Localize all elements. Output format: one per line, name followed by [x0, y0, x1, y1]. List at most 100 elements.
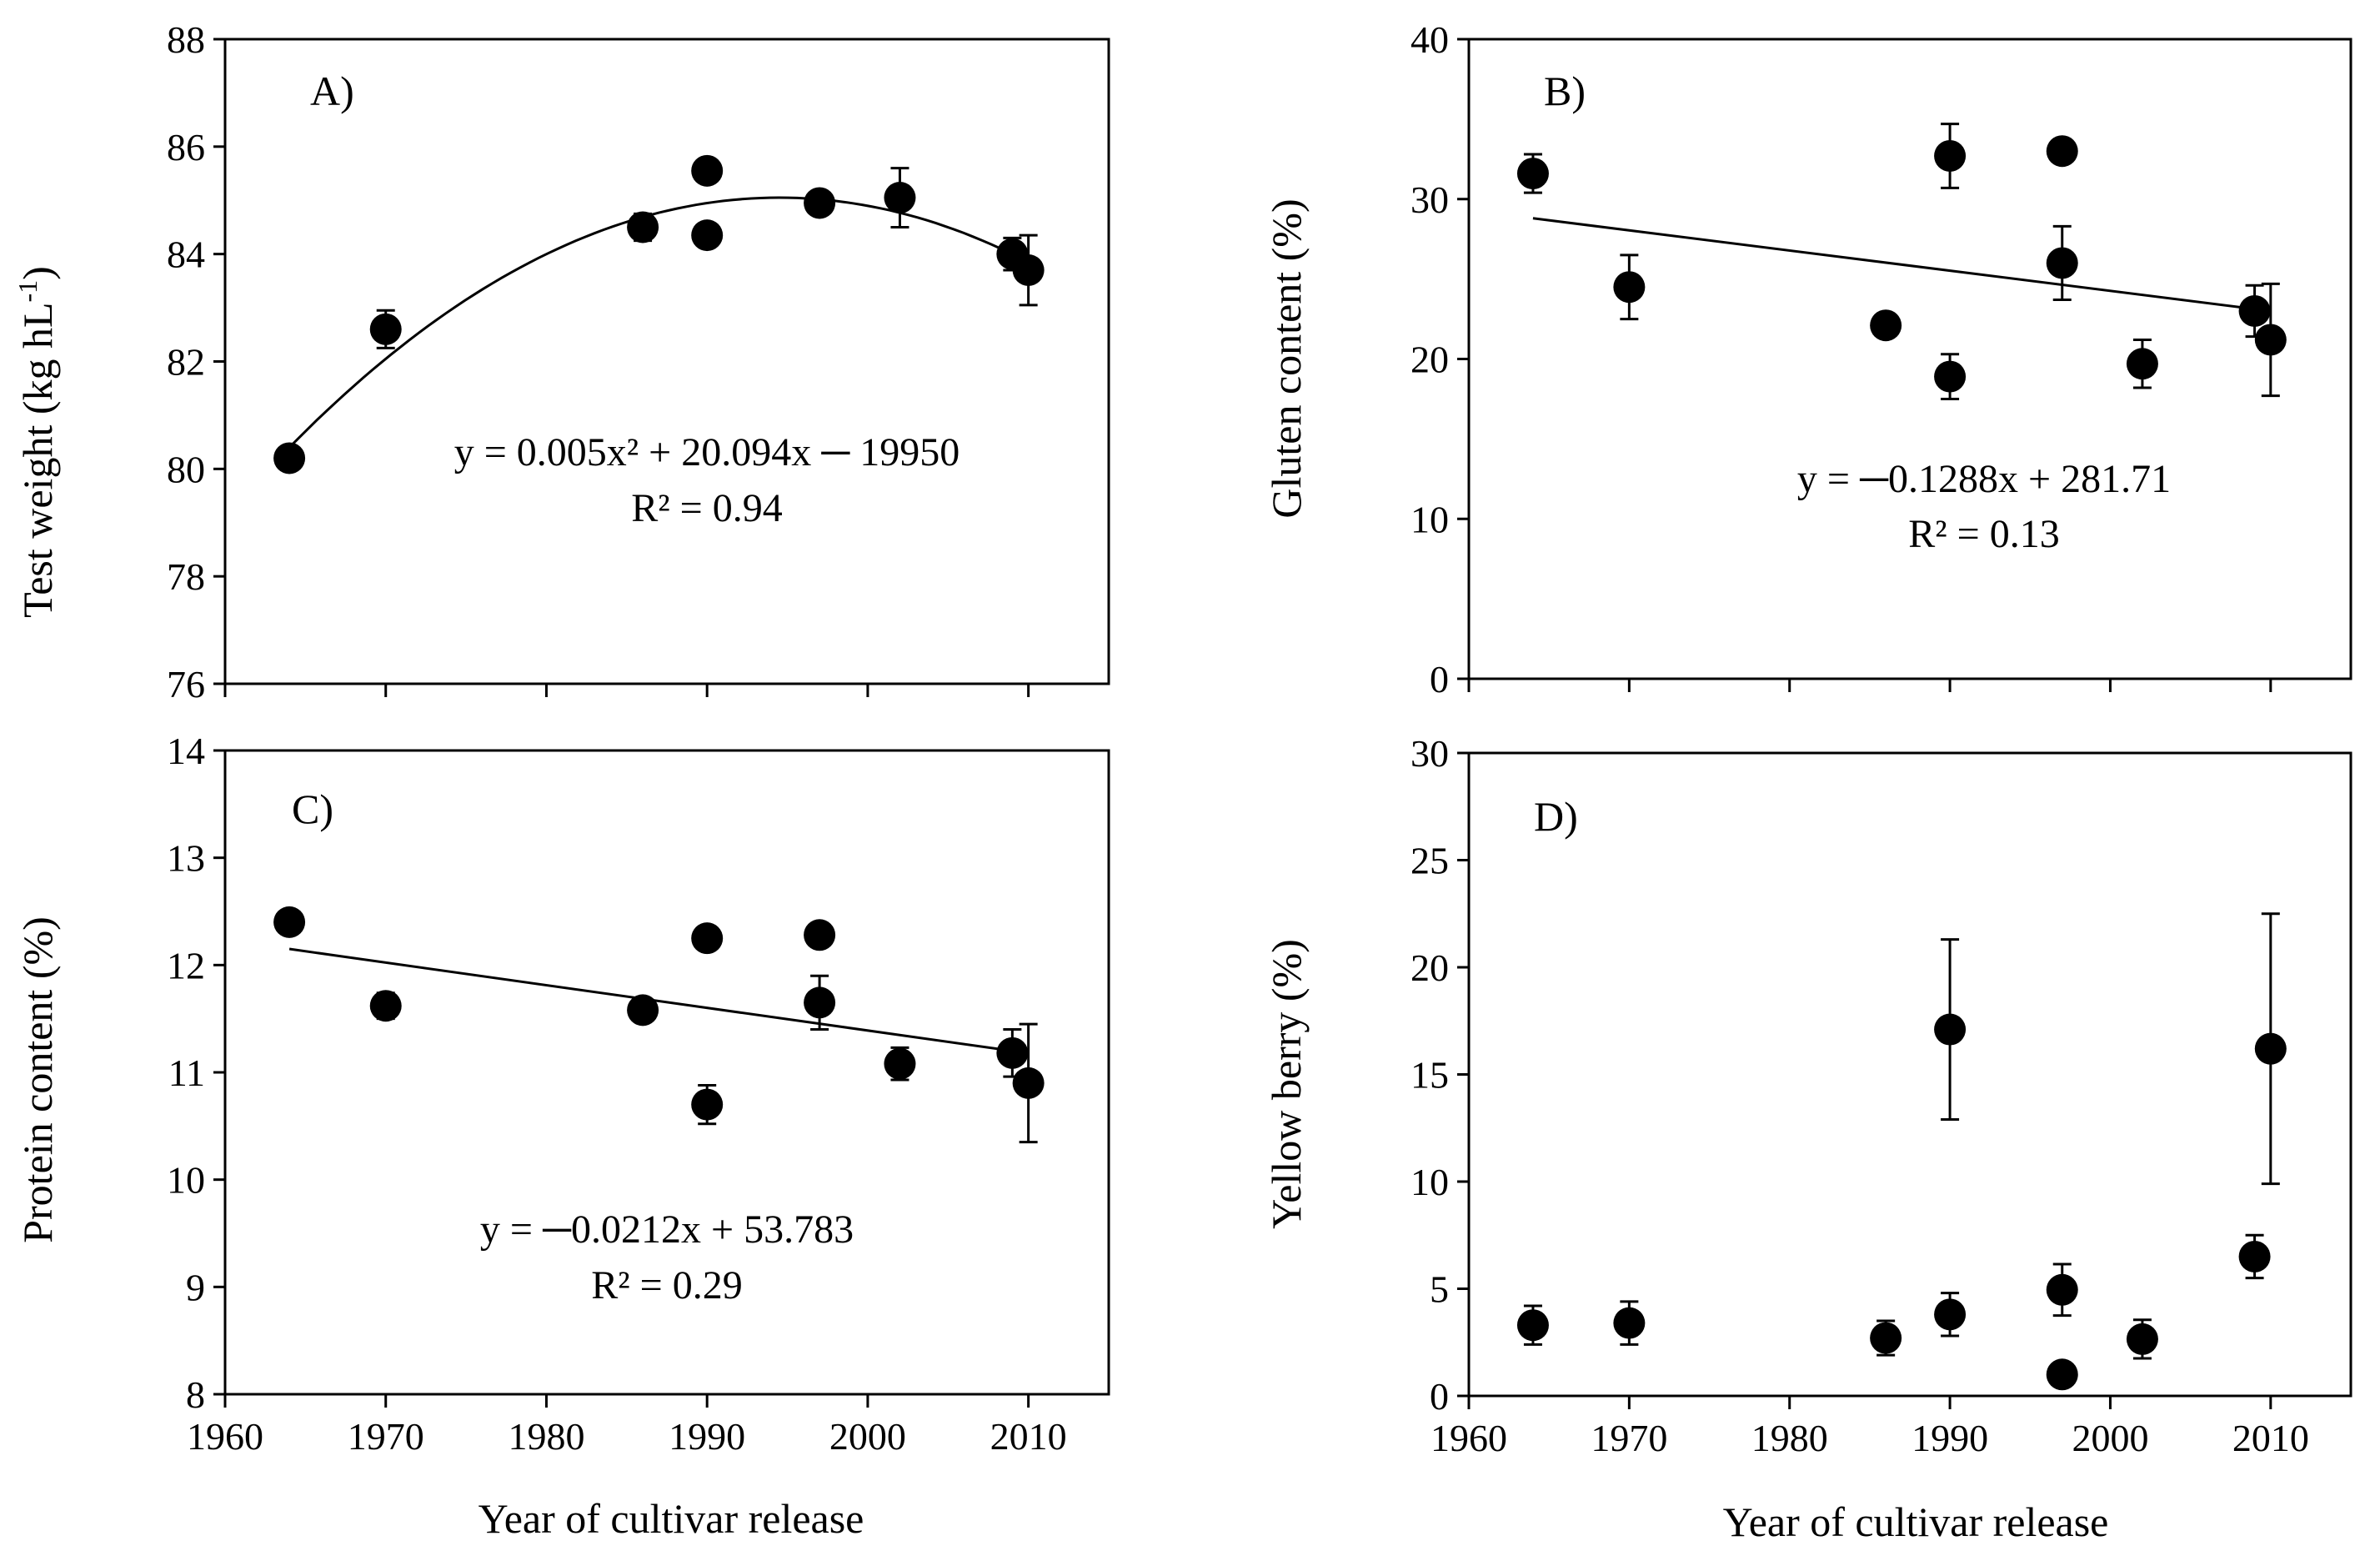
panel-d-xtick-label: 1990 [1912, 1417, 1988, 1459]
panel-c-data-point [627, 994, 659, 1026]
panel-d-xtick-label: 2010 [2232, 1417, 2309, 1459]
panel-d-xtick-label: 1970 [1591, 1417, 1667, 1459]
panel-c-axes: 8 9 10 11 12 13 14 1960 1970 1980 1990 2000 2010 [167, 730, 1110, 1458]
panel-c-ytick-label: 9 [186, 1266, 205, 1308]
panel-c-data-point [1012, 1067, 1045, 1099]
panel-d-data-point [2046, 1273, 2078, 1306]
panel-b-equation: y = ─0.1288x + 281.71 [1797, 457, 2171, 501]
panel-b-trendline [1532, 217, 2272, 313]
panel-a-data-point [369, 313, 402, 345]
panel-c-xtick-label: 2010 [990, 1415, 1067, 1458]
panel-c-xtick-label: 1980 [508, 1415, 584, 1458]
panel-a-data-point [691, 219, 724, 252]
panel-b-ytick-label: 0 [1430, 658, 1449, 700]
panel-b-data-point [2254, 324, 2287, 356]
panel-b-ytick-label: 30 [1410, 178, 1449, 221]
panel-b-data-point [2126, 348, 2158, 380]
panel-d-xtick-label: 2000 [2072, 1417, 2148, 1459]
panel-b-ytick-label: 10 [1410, 498, 1449, 540]
panel-c-xtick-label: 1990 [669, 1415, 745, 1458]
panel-a-data-point [691, 154, 724, 187]
panel-d-data-point [2238, 1240, 2271, 1272]
panel-c-xtick-label: 1960 [187, 1415, 263, 1458]
panel-d-ytick-label: 10 [1410, 1161, 1449, 1203]
panel-c-equation: y = ─0.0212x + 53.783 [480, 1207, 854, 1252]
panel-b-data-point [1870, 309, 1902, 342]
panel-b-axes: 0 10 20 30 40 [1410, 18, 2352, 700]
panel-d-data-point [2254, 1032, 2287, 1065]
panel-d-ylabel: Yellow berry (%) [1263, 939, 1310, 1229]
panel-c-ytick-label: 10 [167, 1159, 205, 1202]
panel-c-data-point [996, 1036, 1029, 1069]
panel-c-ytick-label: 8 [186, 1373, 205, 1416]
panel-d-data-point [1934, 1298, 1967, 1331]
panel-d-ytick-label: 5 [1430, 1268, 1449, 1311]
panel-d-ytick-label: 0 [1430, 1375, 1449, 1418]
panel-c-ytick-label: 12 [167, 944, 205, 986]
panel-d-data-point [2126, 1323, 2158, 1355]
panel-c-ylabel: Protein content (%) [14, 916, 61, 1243]
panel-c-xtick-label: 1970 [348, 1415, 424, 1458]
panel-c-data-point [804, 986, 836, 1019]
panel-a-data-point [627, 211, 659, 243]
panel-d-xlabel: Year of cultivar release [1723, 1498, 2109, 1545]
panel-d-label: D) [1534, 793, 1578, 840]
panel-c-data-point [884, 1047, 916, 1080]
panel-c-ytick-label: 11 [168, 1052, 205, 1094]
panel-a-ytick-label: 84 [167, 233, 205, 276]
panel-b-data-point [1934, 360, 1967, 393]
panel-d-ytick-label: 15 [1410, 1054, 1449, 1097]
panel-a-ytick-label: 80 [167, 448, 205, 490]
panel-c-ytick-label: 14 [167, 730, 205, 772]
panel-d-data-point [1870, 1322, 1902, 1354]
panel-d-data-point [1516, 1309, 1549, 1342]
panel-d-ytick-label: 30 [1410, 732, 1449, 775]
panel-b-ytick-label: 20 [1410, 339, 1449, 381]
panel-a-ytick-label: 76 [167, 663, 205, 705]
panel-a-data-point [273, 442, 306, 474]
panel-a-ytick-label: 82 [167, 341, 205, 384]
panel-b-data-point [1934, 139, 1967, 172]
panel-b-data-point [2046, 135, 2078, 168]
panel-d-ytick-label: 25 [1410, 840, 1449, 882]
panel-d-axes: 0 5 10 15 20 25 30 1960 1970 1980 1990 2000 2010 [1410, 732, 2352, 1459]
panel-b-data-point [2238, 294, 2271, 327]
panel-d-data-point [2046, 1358, 2078, 1391]
panel-a-axes: 76 78 80 82 84 86 88 [167, 18, 1110, 705]
panel-b-ytick-label: 40 [1410, 18, 1449, 61]
panel-a-ytick-label: 86 [167, 126, 205, 168]
panel-d-data-point [1934, 1013, 1967, 1046]
panel-c-xlabel: Year of cultivar release [479, 1495, 864, 1542]
panel-b: 0 10 20 30 40 B) Gluten content (%) y = ─0.1… [1263, 18, 2352, 700]
panel-b-ylabel: Gluten content (%) [1263, 198, 1310, 518]
panel-b-label: B) [1544, 68, 1586, 114]
panel-c-r2: R² = 0.29 [591, 1263, 742, 1308]
panel-c-data-point [273, 906, 306, 938]
panel-b-data-point [1613, 271, 1646, 304]
panel-a-ylabel: Test weight (kg hL-1) [13, 266, 61, 618]
panel-a-label: A) [310, 68, 354, 114]
panel-c-data-point [691, 1088, 724, 1121]
panel-d-ytick-label: 20 [1410, 946, 1449, 989]
panel-a-ylabel-main: Test weight (kg hL [14, 302, 61, 617]
panel-b-data-point [1516, 158, 1549, 190]
panel-c-data-point [804, 919, 836, 951]
panel-d-data-point [1613, 1307, 1646, 1339]
panel-b-r2: R² = 0.13 [1908, 512, 2059, 556]
panel-a-data-point [884, 182, 916, 214]
panel-c-data-point [369, 990, 402, 1022]
panel-a-equation: y = 0.005x² + 20.094x ─ 19950 [454, 430, 960, 474]
panel-c-xtick-label: 2000 [829, 1415, 906, 1458]
panel-a-ylabel-sup: -1 [13, 280, 43, 303]
panel-a-r2: R² = 0.94 [631, 486, 782, 530]
panel-a-trendline [288, 196, 1030, 449]
panel-d-xtick-label: 1960 [1431, 1417, 1507, 1459]
panel-a-ylabel-close: ) [14, 266, 61, 280]
panel-a-data-point [1012, 253, 1045, 286]
panel-a-ytick-label: 88 [167, 18, 205, 61]
